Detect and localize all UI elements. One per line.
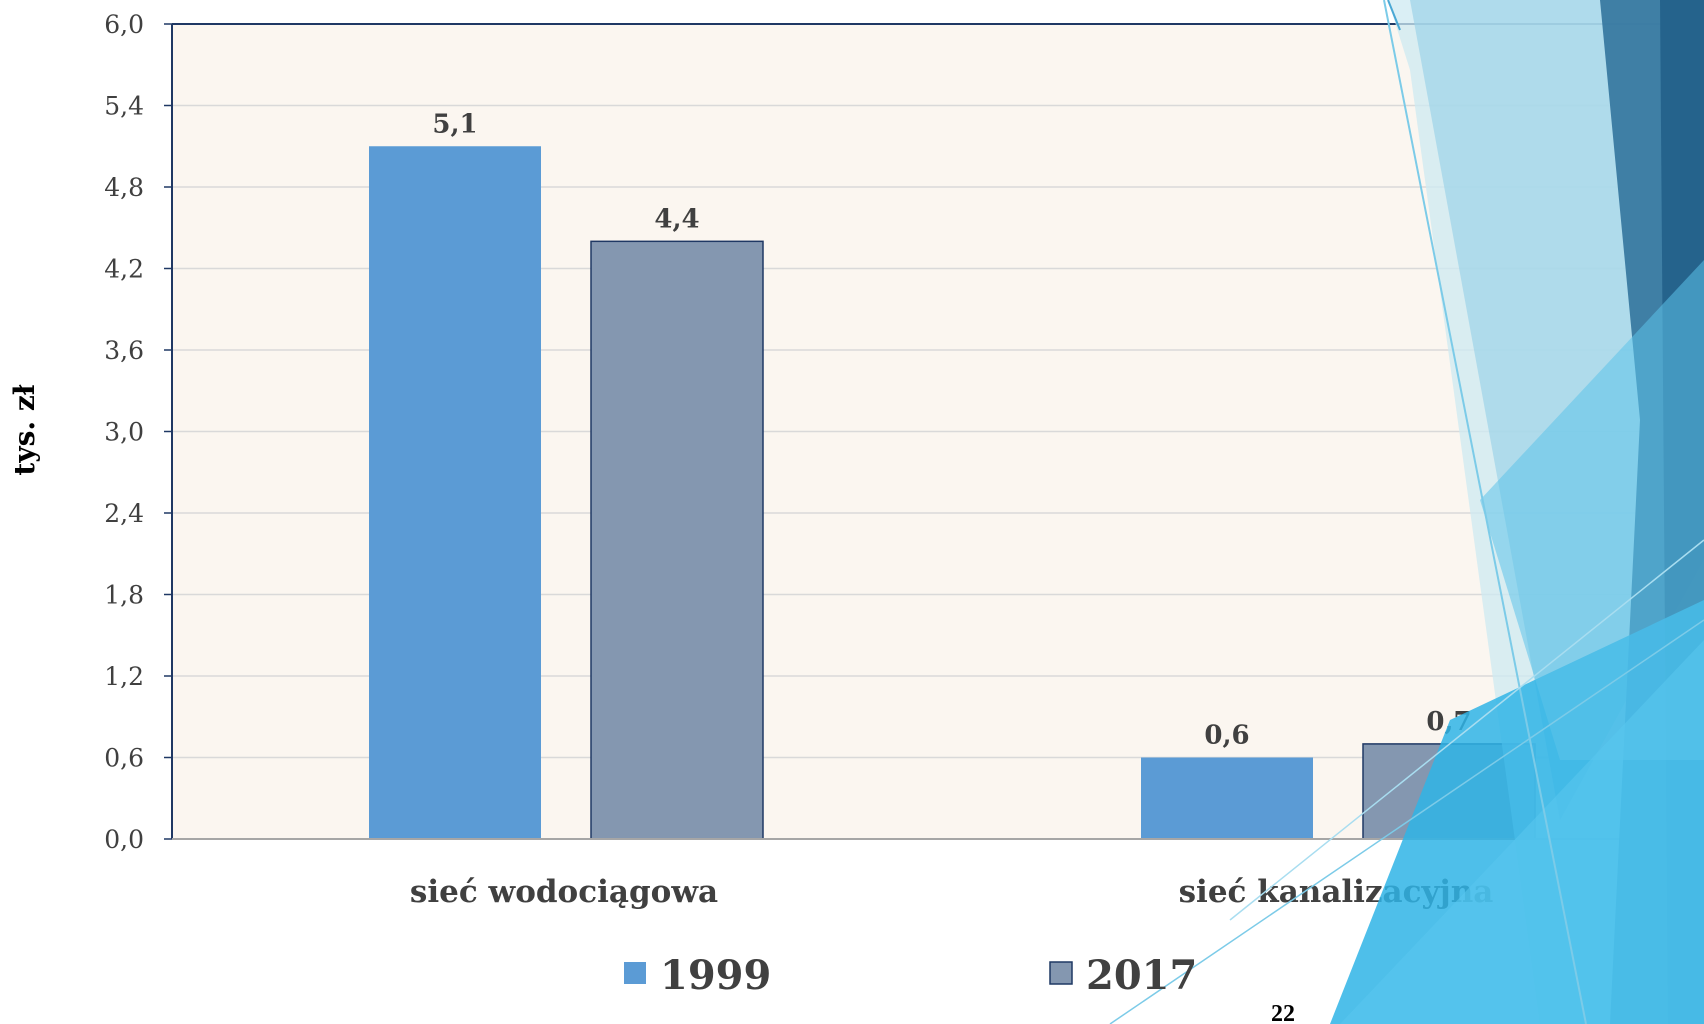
legend: 1999 2017 <box>624 952 1197 999</box>
bar-2017 <box>590 240 764 840</box>
data-label: 4,4 <box>654 204 699 234</box>
y-tick-label: 2,4 <box>104 499 144 528</box>
y-tick-label: 1,8 <box>104 581 144 610</box>
legend-swatch-2017 <box>1049 961 1073 985</box>
y-tick-label: 5,4 <box>104 92 144 121</box>
slide-theme-decoration <box>1109 0 1704 1024</box>
y-tick-label: 3,6 <box>104 336 144 365</box>
y-tick-label: 3,0 <box>104 418 144 447</box>
y-tick-label: 4,2 <box>104 255 144 284</box>
page-number: 22 <box>1271 1001 1295 1024</box>
legend-label-2017: 2017 <box>1086 952 1197 999</box>
bar-1999 <box>369 146 541 839</box>
y-tick-label: 1,2 <box>104 662 144 691</box>
data-label: 0,6 <box>1204 721 1249 751</box>
y-tick-label: 0,6 <box>104 744 144 773</box>
y-tick-label: 0,0 <box>104 825 144 854</box>
y-axis-title: tys. zł <box>8 384 41 475</box>
y-tick-label: 4,8 <box>104 173 144 202</box>
data-label: 5,1 <box>432 109 477 139</box>
x-category-label: sieć wodociągowa <box>410 874 718 910</box>
legend-label-1999: 1999 <box>660 952 771 999</box>
y-tick-label: 6,0 <box>104 10 144 39</box>
legend-swatch-1999 <box>624 962 646 984</box>
bar-1999 <box>1141 757 1313 839</box>
